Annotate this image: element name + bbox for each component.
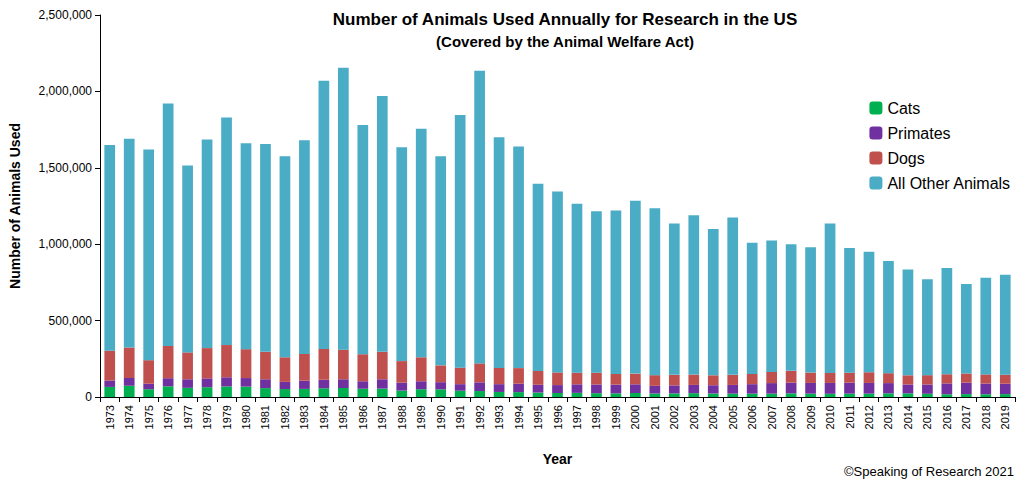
svg-text:2016: 2016 [941, 405, 953, 429]
svg-text:2012: 2012 [863, 405, 875, 429]
svg-text:1981: 1981 [259, 405, 271, 429]
svg-text:1980: 1980 [240, 405, 252, 429]
svg-text:Dogs: Dogs [887, 150, 924, 167]
svg-text:500,000: 500,000 [49, 314, 93, 328]
svg-text:2005: 2005 [727, 405, 739, 429]
svg-text:2015: 2015 [921, 405, 933, 429]
svg-text:2007: 2007 [766, 405, 778, 429]
svg-text:2,500,000: 2,500,000 [39, 8, 93, 22]
svg-text:1985: 1985 [337, 405, 349, 429]
svg-text:1992: 1992 [474, 405, 486, 429]
svg-text:Year: Year [543, 451, 573, 467]
svg-text:2014: 2014 [902, 405, 914, 429]
svg-text:1977: 1977 [182, 405, 194, 429]
svg-text:2010: 2010 [824, 405, 836, 429]
svg-text:Number of Animals Used: Number of Animals Used [7, 123, 23, 289]
svg-text:Primates: Primates [887, 125, 950, 142]
svg-text:0: 0 [85, 390, 92, 404]
svg-text:2019: 2019 [999, 405, 1011, 429]
svg-text:1994: 1994 [513, 405, 525, 429]
svg-text:All Other Animals: All Other Animals [887, 175, 1010, 192]
svg-text:(Covered by the Animal Welfare: (Covered by the Animal Welfare Act) [436, 33, 694, 50]
svg-text:2001: 2001 [649, 405, 661, 429]
svg-text:2000: 2000 [629, 405, 641, 429]
svg-text:Number of Animals Used Annuall: Number of Animals Used Annually for Rese… [333, 10, 797, 29]
svg-text:1996: 1996 [552, 405, 564, 429]
svg-text:2,000,000: 2,000,000 [39, 84, 93, 98]
svg-text:1973: 1973 [104, 405, 116, 429]
svg-text:1990: 1990 [435, 405, 447, 429]
svg-text:1987: 1987 [376, 405, 388, 429]
svg-text:1975: 1975 [143, 405, 155, 429]
svg-text:1,500,000: 1,500,000 [39, 161, 93, 175]
svg-text:2013: 2013 [882, 405, 894, 429]
svg-text:1982: 1982 [279, 405, 291, 429]
svg-text:1979: 1979 [221, 405, 233, 429]
svg-text:2017: 2017 [960, 405, 972, 429]
svg-text:2004: 2004 [707, 405, 719, 429]
svg-text:2018: 2018 [980, 405, 992, 429]
svg-text:1986: 1986 [357, 405, 369, 429]
svg-text:1999: 1999 [610, 405, 622, 429]
svg-text:1976: 1976 [162, 405, 174, 429]
svg-text:2003: 2003 [688, 405, 700, 429]
svg-text:1974: 1974 [123, 405, 135, 429]
svg-text:2006: 2006 [746, 405, 758, 429]
svg-text:Cats: Cats [887, 100, 920, 117]
svg-text:1988: 1988 [396, 405, 408, 429]
svg-text:2002: 2002 [668, 405, 680, 429]
svg-text:2008: 2008 [785, 405, 797, 429]
svg-text:1997: 1997 [571, 405, 583, 429]
svg-text:1,000,000: 1,000,000 [39, 237, 93, 251]
svg-text:1978: 1978 [201, 405, 213, 429]
svg-text:1984: 1984 [318, 405, 330, 429]
svg-text:1998: 1998 [590, 405, 602, 429]
svg-text:1995: 1995 [532, 405, 544, 429]
svg-text:©Speaking of Research 2021: ©Speaking of Research 2021 [844, 464, 1014, 479]
svg-text:2009: 2009 [805, 405, 817, 429]
svg-text:1993: 1993 [493, 405, 505, 429]
svg-text:2011: 2011 [844, 405, 856, 429]
svg-text:1983: 1983 [298, 405, 310, 429]
svg-text:1989: 1989 [415, 405, 427, 429]
svg-text:1991: 1991 [454, 405, 466, 429]
